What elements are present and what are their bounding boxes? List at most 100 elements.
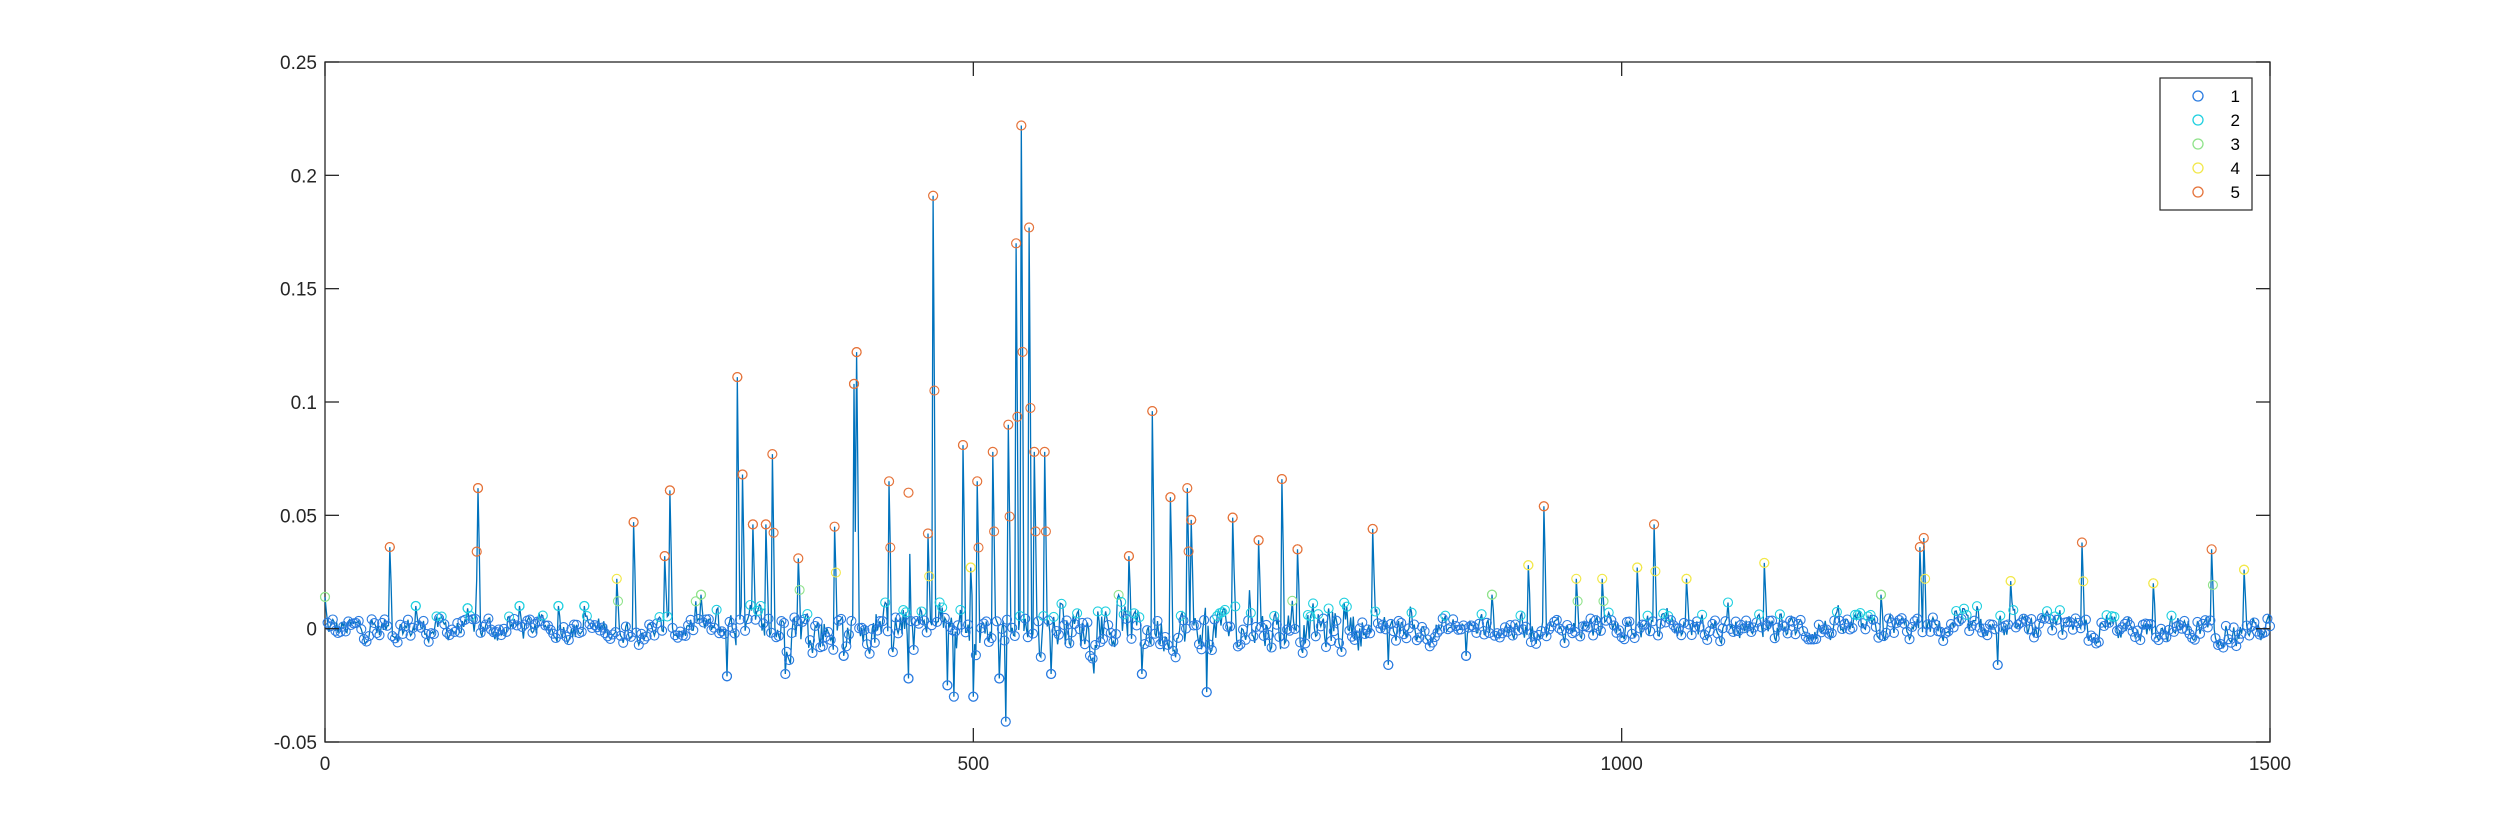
data-point — [345, 619, 356, 631]
data-point — [1852, 609, 1863, 620]
data-point — [1287, 595, 1298, 606]
data-point — [989, 526, 1000, 537]
data-point — [1372, 618, 1383, 629]
data-point — [846, 615, 857, 626]
data-point — [1040, 526, 1051, 537]
data-point — [2259, 627, 2270, 638]
data-point — [1022, 632, 1033, 643]
data-point — [457, 616, 468, 627]
data-point — [981, 616, 992, 627]
data-point — [836, 613, 847, 624]
data-point — [1136, 668, 1148, 680]
data-point — [1406, 607, 1417, 618]
data-point — [2091, 638, 2102, 649]
data-point — [1030, 526, 1041, 537]
data-point — [991, 616, 1002, 627]
data-point — [1598, 596, 1609, 607]
data-point — [1432, 627, 1443, 638]
data-point — [1648, 519, 1660, 530]
data-point — [1056, 598, 1067, 609]
data-point — [2231, 641, 2242, 652]
data-point — [874, 616, 886, 627]
data-point — [1572, 596, 1583, 607]
data-point — [1479, 629, 1490, 640]
data-point — [924, 571, 935, 582]
data-point — [361, 636, 372, 647]
data-point — [555, 628, 567, 639]
data-point — [1741, 615, 1752, 626]
data-point — [1025, 402, 1036, 414]
data-point — [377, 617, 388, 628]
data-point — [558, 622, 569, 633]
data-point — [928, 190, 939, 201]
data-point — [1632, 562, 1643, 573]
data-point — [1914, 541, 1926, 553]
data-point — [921, 627, 932, 638]
data-point — [1523, 560, 1534, 571]
data-point — [1110, 628, 1122, 640]
data-point — [1665, 615, 1676, 626]
data-point — [1258, 630, 1269, 641]
data-point — [511, 620, 522, 631]
data-point — [527, 627, 538, 638]
data-point — [382, 620, 393, 631]
data-point — [2080, 614, 2091, 625]
data-point — [1826, 628, 1837, 639]
data-point — [913, 618, 924, 629]
data-point — [1772, 622, 1783, 633]
data-point — [1681, 573, 1692, 584]
data-point — [885, 542, 896, 553]
data-point — [612, 596, 624, 607]
data-point — [950, 626, 961, 637]
data-point — [952, 620, 963, 631]
data-point — [1917, 627, 1928, 638]
data-point — [768, 527, 779, 538]
data-point — [1090, 639, 1101, 651]
data-point — [1100, 606, 1111, 617]
data-point — [1427, 637, 1438, 648]
y-tick-label: 0.05 — [280, 506, 317, 527]
data-point — [1308, 598, 1319, 609]
data-point — [1097, 633, 1109, 644]
data-point — [1486, 589, 1498, 600]
data-point — [1253, 535, 1264, 546]
data-point — [436, 611, 447, 622]
data-point — [1538, 501, 1549, 512]
data-point — [1289, 623, 1300, 635]
data-point — [2238, 564, 2250, 575]
data-point — [2067, 624, 2078, 635]
y-tick-label: 0.2 — [291, 166, 317, 187]
data-point — [1971, 601, 1983, 612]
data-point — [1414, 632, 1425, 643]
data-point — [2161, 632, 2172, 643]
data-point — [929, 385, 940, 396]
data-point — [1873, 632, 1884, 643]
data-point — [1798, 626, 1809, 637]
data-point — [496, 630, 507, 641]
data-point — [1354, 623, 1365, 634]
data-point — [459, 614, 471, 625]
data-point — [649, 630, 660, 641]
data-point — [960, 627, 971, 638]
data-point — [1458, 620, 1469, 631]
data-point — [1629, 633, 1640, 644]
data-point — [1204, 639, 1215, 650]
data-point — [465, 610, 476, 621]
data-point — [1139, 639, 1150, 650]
data-point — [1642, 610, 1653, 621]
data-point — [1437, 613, 1448, 624]
data-point — [851, 347, 862, 358]
data-point — [763, 613, 774, 624]
data-point — [2223, 634, 2234, 645]
data-point — [1310, 631, 1321, 642]
data-point — [2233, 633, 2244, 644]
data-point — [319, 591, 331, 603]
data-point — [1212, 611, 1223, 622]
data-point — [1694, 621, 1705, 632]
data-point — [753, 605, 764, 616]
data-point — [563, 635, 574, 646]
data-point — [1886, 617, 1897, 628]
data-point — [1116, 596, 1127, 607]
data-point — [903, 673, 914, 684]
data-point — [358, 633, 369, 645]
